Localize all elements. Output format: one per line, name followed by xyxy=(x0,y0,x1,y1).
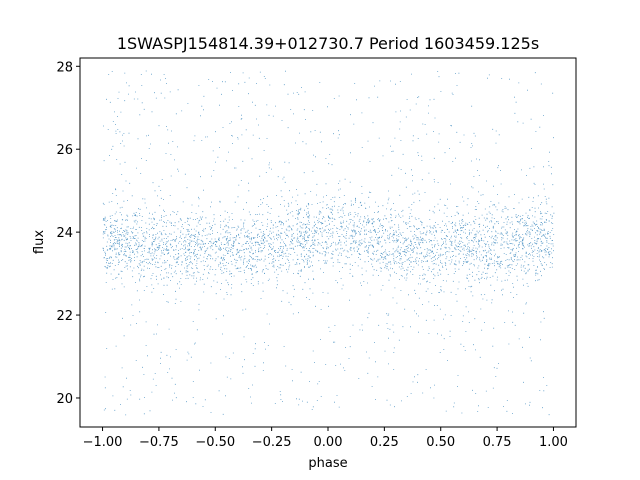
y-tick-label: 28 xyxy=(56,60,73,75)
x-tick-label: 0.50 xyxy=(426,435,455,450)
scatter-points xyxy=(102,70,555,416)
plot-area-frame xyxy=(79,57,577,428)
y-tick-label: 22 xyxy=(56,309,73,324)
y-tick-label: 20 xyxy=(56,392,73,407)
chart-title: 1SWASPJ154814.39+012730.7 Period 1603459… xyxy=(117,34,539,53)
y-tick-label: 26 xyxy=(56,143,73,158)
x-tick-label: −0.25 xyxy=(252,435,292,450)
x-axis-label: phase xyxy=(308,456,347,471)
y-axis-label: flux xyxy=(32,230,47,254)
x-tick-label: −0.75 xyxy=(139,435,179,450)
x-tick-label: −1.00 xyxy=(83,435,123,450)
x-tick-label: −0.50 xyxy=(195,435,235,450)
x-tick-label: 0.75 xyxy=(483,435,512,450)
y-tick-label: 24 xyxy=(56,226,73,241)
y-axis: 20 22 24 26 28 xyxy=(56,60,80,407)
x-axis: −1.00 −0.75 −0.50 −0.25 0.00 0.25 0.50 0.75 1.00 xyxy=(83,427,568,450)
x-tick-label: 0.25 xyxy=(370,435,399,450)
x-tick-label: 1.00 xyxy=(539,435,568,450)
x-tick-label: 0.00 xyxy=(314,435,343,450)
data-points xyxy=(102,70,555,416)
